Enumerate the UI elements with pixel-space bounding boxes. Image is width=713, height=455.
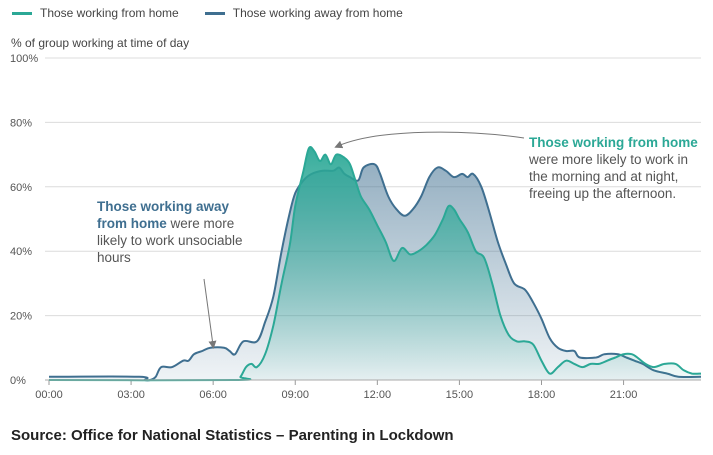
x-tick-label: 06:00 <box>199 389 227 401</box>
y-tick-label: 40% <box>10 246 32 258</box>
annotation-away: Those working away from home were more l… <box>97 198 257 266</box>
legend-label-away: Those working away from home <box>232 6 403 20</box>
source-text: Source: Office for National Statistics –… <box>11 427 454 444</box>
annotation-away-text: were more likely to work unsociable hour… <box>97 216 243 265</box>
x-tick-label: 15:00 <box>446 389 474 401</box>
legend-item-away: Those working away from home <box>204 6 403 20</box>
y-axis-label: % of group working at time of day <box>11 36 190 50</box>
x-tick-label: 09:00 <box>281 389 309 401</box>
annotation-away-bold: Those working away from home <box>97 199 230 231</box>
series-line-home <box>48 145 702 382</box>
annotation-home: Those working from home were more likely… <box>529 134 707 202</box>
y-tick-label: 80% <box>10 117 32 129</box>
x-tick-label: 21:00 <box>610 389 638 401</box>
annotation-home-text: were more likely to work in the morning … <box>529 152 689 201</box>
series-area-home <box>49 146 701 381</box>
y-tick-label: 0% <box>10 375 26 387</box>
legend-swatch-away <box>204 11 225 15</box>
y-tick-label: 100% <box>10 53 38 65</box>
x-tick-label: 00:00 <box>35 389 63 401</box>
y-tick-label: 60% <box>10 182 32 194</box>
y-tick-label: 20% <box>10 311 32 323</box>
annotation-home-bold: Those working from home <box>529 135 698 150</box>
x-tick-label: 12:00 <box>364 389 392 401</box>
x-tick-label: 03:00 <box>117 389 145 401</box>
legend: Those working from home Those working aw… <box>12 6 403 20</box>
legend-item-home: Those working from home <box>12 6 179 20</box>
legend-swatch-home <box>12 11 32 15</box>
legend-label-home: Those working from home <box>40 6 179 20</box>
annotation-arrow-home <box>334 131 525 149</box>
x-tick-label: 18:00 <box>528 389 556 401</box>
annotation-arrow-away <box>203 278 217 349</box>
